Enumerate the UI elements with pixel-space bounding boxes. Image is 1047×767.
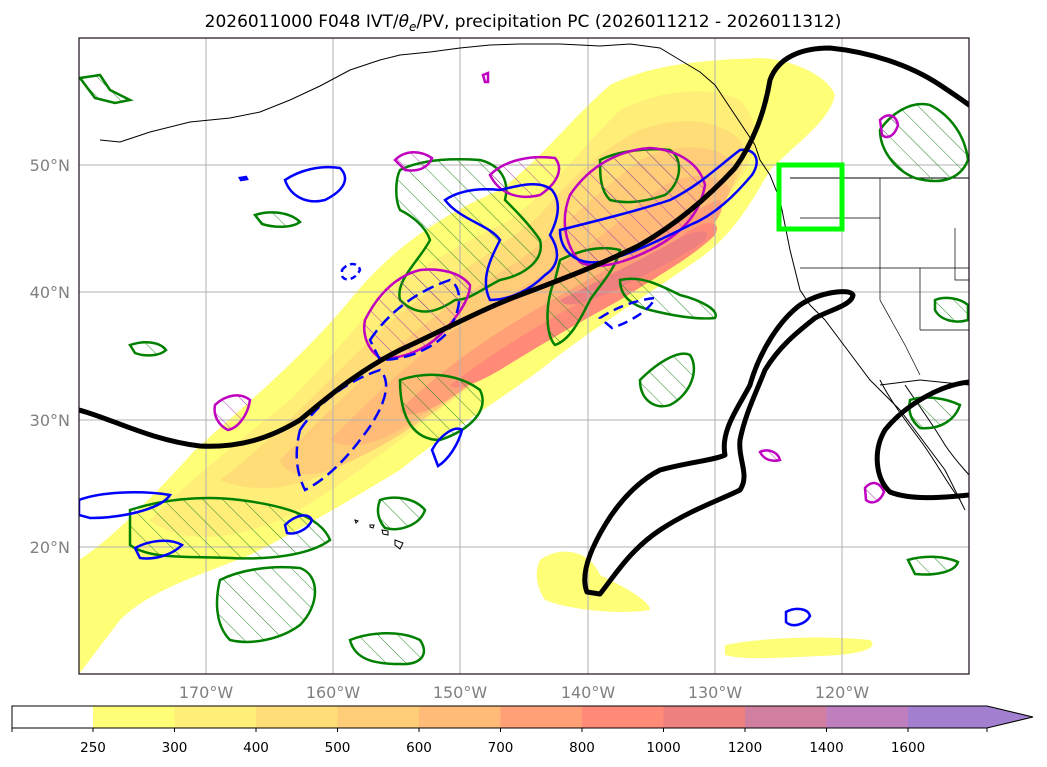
colorbar-swatch: [500, 706, 583, 728]
colorbar-tick-label: 1200: [728, 740, 762, 756]
pv-green-7: [638, 352, 696, 408]
pv-green-14: [933, 296, 969, 323]
colorbar-tick-label: 600: [406, 740, 432, 756]
colorbar-tick-label: 1000: [646, 740, 680, 756]
ivt-250-fill-sub: [536, 551, 650, 612]
pv-green-17: [908, 396, 962, 430]
colorbar-swatch: [745, 706, 827, 728]
pv-blue-11: [784, 607, 812, 627]
lat-label-30n: 30°N: [30, 411, 70, 430]
map-frame: [78, 37, 970, 675]
pv-magenta-6: [878, 114, 900, 139]
pv-magenta-contours: [213, 71, 900, 504]
colorbar-swatch: [93, 706, 175, 728]
colorbar-tick-label: 500: [325, 740, 351, 756]
lon-label-120w: 120°W: [815, 683, 870, 702]
target-region-box: [776, 162, 845, 232]
theta-e-se: [874, 379, 969, 501]
colorbar-swatch: [582, 706, 664, 728]
lat-label-40n: 40°N: [30, 283, 70, 302]
colorbar-outline: [11, 705, 1034, 729]
colorbar-swatch: [256, 706, 338, 728]
pv-magenta-5: [213, 394, 252, 432]
lat-label-50n: 50°N: [30, 156, 70, 175]
pv-magenta-2: [488, 155, 561, 199]
figure-title: 2026011000 F048 IVT/θe/PV, precipitation…: [205, 12, 842, 34]
colorbar-tick-label: 800: [569, 740, 595, 756]
pv-green-13: [906, 555, 960, 576]
pv-magenta-9: [481, 71, 490, 84]
pv-green-5: [618, 277, 717, 320]
pv-green-9: [215, 565, 317, 644]
colorbar-under-swatch: [12, 706, 93, 728]
pv-blue-7: [79, 491, 173, 520]
pv-magenta-8: [758, 449, 782, 462]
theta-e-main: [79, 45, 969, 449]
lon-label-170w: 170°W: [179, 683, 234, 702]
colorbar: 250 300 400 500 600 700 800 1000 1200 1400 1600: [11, 705, 1034, 756]
colorbar-tick-label: 1600: [891, 740, 925, 756]
pv-blue-10: [430, 427, 464, 468]
colorbar-swatch: [174, 706, 257, 728]
lon-label-140w: 140°W: [561, 683, 616, 702]
colorbar-swatch: [419, 706, 501, 728]
pv-green-12: [348, 632, 426, 666]
baja-peninsula: [879, 379, 961, 501]
pv-blue-9: [283, 514, 314, 535]
pv-magenta-4: [393, 151, 434, 172]
pv-blue-6: [597, 296, 657, 330]
pv-green-15: [252, 211, 302, 228]
theta-e-contours: [79, 45, 969, 597]
colorbar-swatch: [826, 706, 909, 728]
map-panel: [78, 37, 970, 675]
ivt-250-fill-sub2: [725, 637, 873, 659]
pv-green-16: [128, 341, 168, 357]
pv-green-1: [79, 73, 134, 105]
pv-green-11: [376, 496, 427, 531]
colorbar-tick-label: 300: [162, 740, 188, 756]
theta-e-south: [582, 289, 856, 597]
colorbar-tick-label: 400: [243, 740, 269, 756]
pv-blue-12: [340, 262, 362, 281]
pv-green-8: [398, 373, 484, 442]
lon-label-160w: 160°W: [306, 683, 361, 702]
pv-blue-8: [133, 539, 185, 560]
pv-blue-1: [443, 183, 559, 302]
lat-axis-labels: 20°N 30°N 40°N 50°N: [30, 156, 70, 557]
pv-blue-2: [283, 165, 347, 203]
lat-label-20n: 20°N: [30, 538, 70, 557]
pv-blue-4: [368, 278, 461, 362]
colorbar-swatch: [908, 706, 1033, 728]
colorbar-swatch: [663, 706, 746, 728]
alaska-coast: [99, 43, 756, 146]
pv-green-6: [878, 102, 969, 183]
pv-magenta-7: [863, 481, 886, 504]
colorbar-swatch: [337, 706, 420, 728]
lon-label-150w: 150°W: [433, 683, 488, 702]
pv-blue-13: [238, 175, 249, 182]
lon-label-130w: 130°W: [688, 683, 743, 702]
lon-axis-labels: 170°W 160°W 150°W 140°W 130°W 120°W: [179, 683, 870, 702]
colorbar-tick-label: 250: [80, 740, 106, 756]
colorbar-tick-label: 700: [488, 740, 514, 756]
colorbar-tick-label: 1400: [809, 740, 843, 756]
hawaii-islands: [354, 519, 404, 550]
